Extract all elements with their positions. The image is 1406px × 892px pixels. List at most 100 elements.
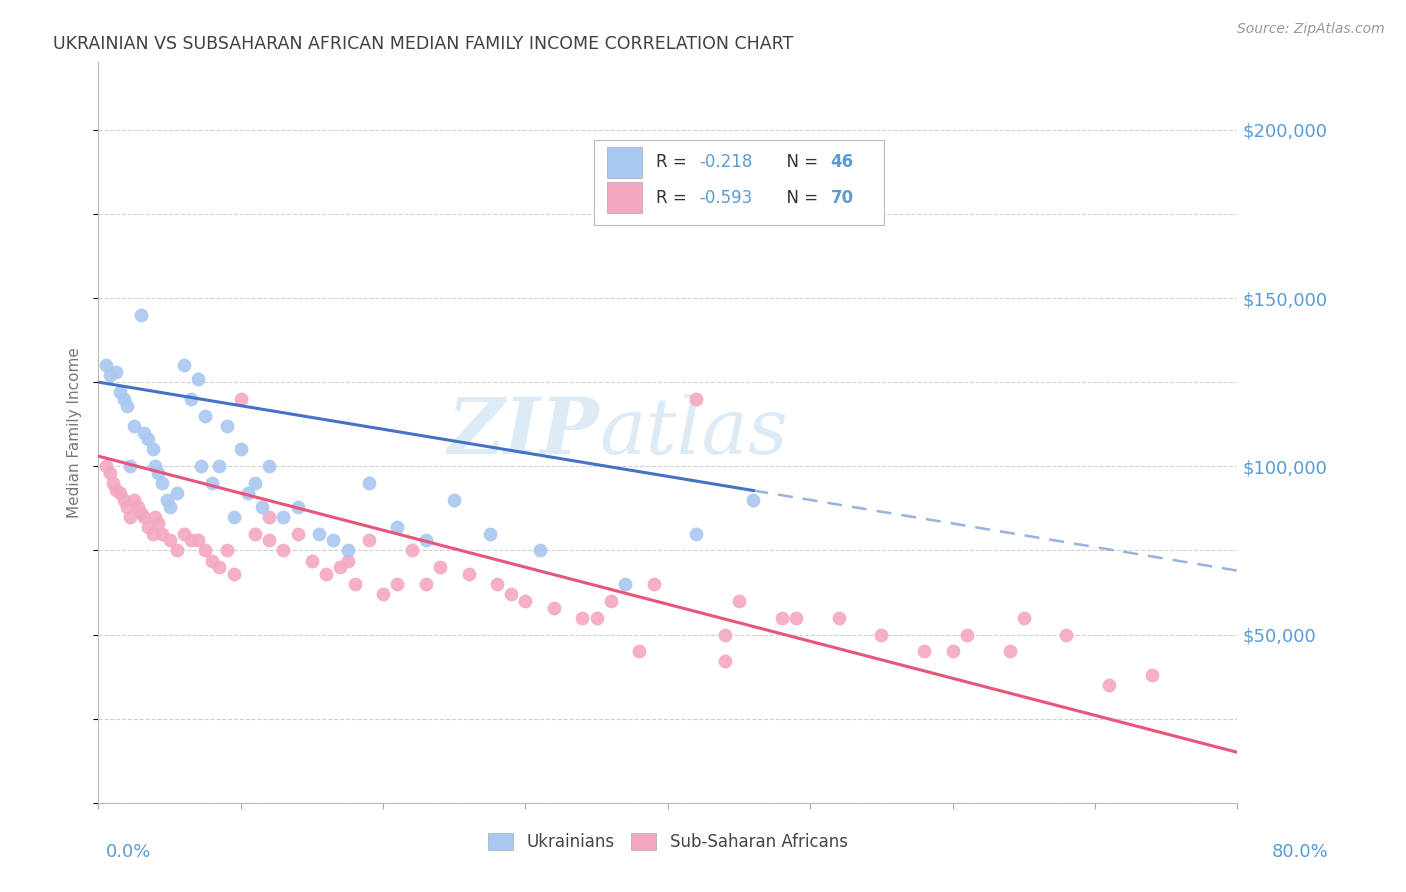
Point [373,587,395,601]
Point [301,553,323,567]
Point [132,425,155,440]
Point [770,610,793,624]
Point [208,459,231,474]
Point [208,560,231,574]
Point [956,627,979,641]
Point [156,492,179,507]
Point [343,577,366,591]
Point [685,392,707,406]
Point [357,533,380,548]
Point [98,466,121,480]
Text: R =: R = [657,153,693,171]
Text: N =: N = [776,153,824,171]
Point [685,526,707,541]
Point [336,553,359,567]
Point [127,500,149,514]
Point [104,365,127,379]
Text: -0.218: -0.218 [700,153,754,171]
Point [308,526,330,541]
Point [145,459,167,474]
Point [785,610,807,624]
Point [190,459,212,474]
Point [229,442,252,457]
Point [136,520,159,534]
Point [187,372,209,386]
Point [870,627,893,641]
Y-axis label: Median Family Income: Median Family Income [67,347,83,518]
Point [118,509,141,524]
Point [94,459,117,474]
Point [912,644,935,658]
Point [501,587,523,601]
Point [141,526,163,541]
Point [243,476,266,491]
Point [585,610,607,624]
Point [148,516,170,531]
Point [166,543,188,558]
Point [486,577,509,591]
Point [166,486,188,500]
Text: N =: N = [776,189,824,207]
Point [129,507,152,521]
Point [222,509,245,524]
Point [529,543,551,558]
Text: R =: R = [657,189,693,207]
Point [571,610,593,624]
Point [194,409,217,423]
FancyBboxPatch shape [607,147,641,178]
Point [201,553,224,567]
Point [145,509,167,524]
Point [628,644,651,658]
Point [180,392,202,406]
Point [942,644,965,658]
Point [101,476,124,491]
Point [714,655,737,669]
Point [250,500,273,514]
Point [543,600,565,615]
Point [94,359,117,373]
Point [387,577,409,591]
Point [229,392,252,406]
Point [1140,668,1163,682]
Point [429,560,451,574]
Point [112,492,135,507]
Point [148,466,170,480]
Text: 70: 70 [831,189,853,207]
Text: atlas: atlas [599,394,789,471]
Point [515,594,537,608]
Point [98,368,121,383]
Text: 0.0%: 0.0% [105,843,150,861]
Point [443,492,465,507]
Point [122,418,145,433]
Text: -0.593: -0.593 [700,189,754,207]
Point [215,543,238,558]
Legend: Ukrainians, Sub-Saharan Africans: Ukrainians, Sub-Saharan Africans [481,826,855,857]
Text: 46: 46 [831,153,853,171]
Point [315,566,337,581]
Point [173,359,195,373]
Point [742,492,765,507]
Point [415,533,437,548]
Point [108,385,131,400]
Point [714,627,737,641]
Point [112,392,135,406]
Point [357,476,380,491]
Point [132,509,155,524]
Point [273,509,295,524]
Point [273,543,295,558]
Point [194,543,217,558]
Point [159,500,181,514]
Point [1056,627,1078,641]
Text: UKRAINIAN VS SUBSAHARAN AFRICAN MEDIAN FAMILY INCOME CORRELATION CHART: UKRAINIAN VS SUBSAHARAN AFRICAN MEDIAN F… [53,35,793,53]
Point [236,486,259,500]
Point [998,644,1021,658]
Point [259,459,281,474]
Point [152,526,174,541]
Point [457,566,479,581]
Point [173,526,195,541]
Point [259,533,281,548]
Point [118,459,141,474]
Point [243,526,266,541]
Point [108,486,131,500]
Point [387,520,409,534]
